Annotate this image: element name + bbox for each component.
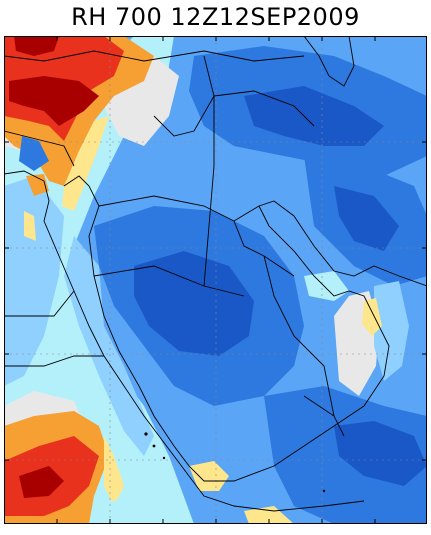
rh-map: [4, 36, 427, 524]
deep-core-center: [134, 251, 254, 356]
lightcyan-gulf: [304, 271, 349, 301]
deep-core-north: [244, 86, 384, 146]
orange-south: [244, 506, 294, 524]
light-blue-sea: [64, 236, 154, 456]
yellow-nw-edge: [62, 116, 109, 211]
tick-marks: [4, 36, 427, 524]
coastlines: [4, 36, 427, 512]
darkred-nw-top: [14, 36, 59, 56]
blue-blob-nw: [19, 136, 49, 171]
graticule: [4, 36, 427, 524]
yellow-sw-edge: [104, 436, 124, 506]
islands: [144, 432, 326, 493]
yellow-oman: [362, 298, 382, 336]
orange-blob-west: [26, 174, 49, 196]
yellow-blob-west: [24, 211, 36, 241]
yellow-yemen: [189, 461, 229, 491]
light-blue-west: [4, 176, 64, 386]
lightblue-east-strip: [374, 281, 409, 381]
deep-core-south: [334, 421, 427, 486]
darkred-nw: [9, 76, 99, 126]
lightblue-sw-bottom: [94, 496, 154, 524]
map-title: RH 700 12Z12SEP2009: [71, 3, 360, 31]
darkred-sw: [19, 466, 64, 498]
deep-core-east: [334, 186, 399, 251]
